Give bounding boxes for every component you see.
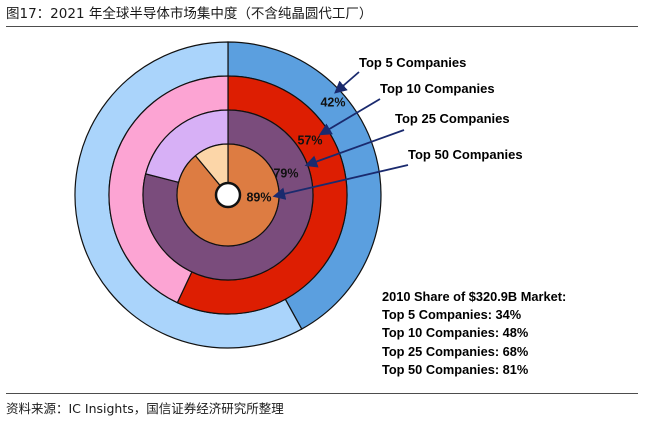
legend-callout-top5: Top 5 Companies <box>359 55 466 70</box>
donut-hole <box>214 181 242 209</box>
leader-line-top25 <box>304 129 405 168</box>
share-2010-line-top10: Top 10 Companies: 48% <box>382 325 529 341</box>
share-2010-heading: 2010 Share of $320.9B Market: <box>382 289 567 304</box>
share-2010-line-top50: Top 50 Companies: 81% <box>382 361 529 377</box>
share-2010-line-top25: Top 25 Companies: 68% <box>382 343 529 359</box>
legend-callout-top25: Top 25 Companies <box>395 111 510 126</box>
data-label-top10: 57% <box>297 133 322 147</box>
title-rule <box>6 26 638 27</box>
share-2010-line-top5: Top 5 Companies: 34% <box>382 307 522 323</box>
legend-callout-top50: Top 50 Companies <box>408 147 523 162</box>
share-2010-annotation: 2010 Share of $320.9B Market: Top 5 Comp… <box>382 288 566 379</box>
source-rule <box>6 393 638 394</box>
data-label-top50: 89% <box>246 190 271 204</box>
legend-callout-top10: Top 10 Companies <box>380 81 495 96</box>
leader-line-top50 <box>272 164 409 200</box>
leader-line-top5 <box>334 71 360 94</box>
data-label-top5: 42% <box>320 95 345 109</box>
leader-line-top10 <box>318 98 381 136</box>
data-label-top25: 79% <box>273 166 298 180</box>
source-note: 资料来源：IC Insights，国信证券经济研究所整理 <box>6 401 284 416</box>
chart-title: 图17：2021 年全球半导体市场集中度（不含纯晶圆代工厂） <box>6 6 373 22</box>
